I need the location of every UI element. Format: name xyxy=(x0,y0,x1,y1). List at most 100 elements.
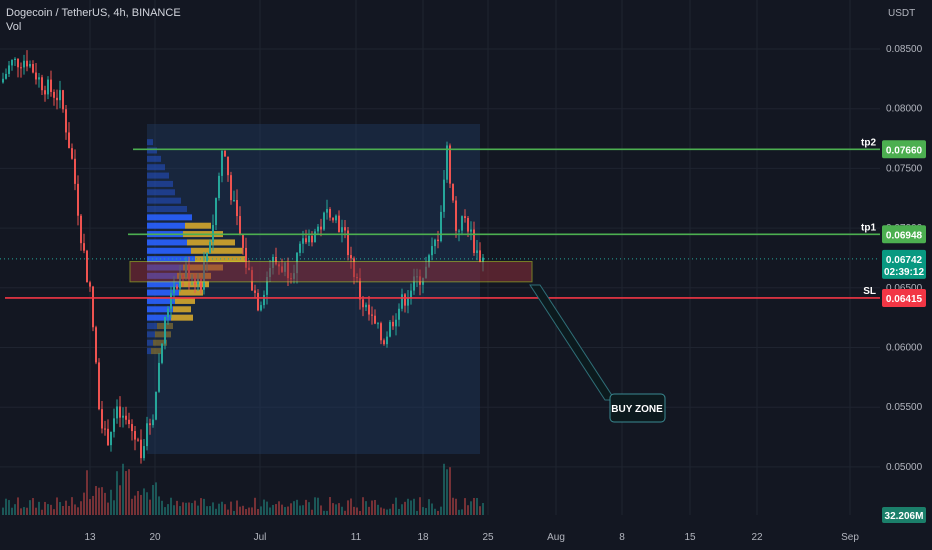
candle-body xyxy=(86,250,88,283)
volume-bar xyxy=(152,484,154,515)
volume-bar xyxy=(68,505,70,515)
profile-bar-sell xyxy=(185,222,211,229)
level-lines[interactable]: tp2 tp1 SL xyxy=(0,137,880,299)
profile-bar-sell xyxy=(153,339,167,346)
candle-body xyxy=(350,255,352,259)
volume-indicator-label[interactable]: Vol xyxy=(6,21,22,33)
volume-bar xyxy=(227,509,229,515)
candle-body xyxy=(344,227,346,231)
x-tick-label: Jul xyxy=(254,532,267,543)
volume-bar xyxy=(71,497,73,515)
volume-bar xyxy=(35,507,37,515)
candle-body xyxy=(332,217,334,221)
volume-bar xyxy=(83,492,85,515)
volume-bar xyxy=(143,488,145,515)
candle-body xyxy=(149,423,151,426)
candle-body xyxy=(434,239,436,247)
price-tag-text-tp1: 0.06948 xyxy=(886,230,923,241)
candle-body xyxy=(173,286,175,293)
candle-body xyxy=(464,216,466,218)
volume-bar xyxy=(476,497,478,515)
candle-body xyxy=(113,418,115,432)
volume-bar xyxy=(188,502,190,515)
buy-zone[interactable] xyxy=(129,261,533,283)
volume-bar xyxy=(458,509,460,515)
candle-body xyxy=(20,67,22,69)
candle-body xyxy=(395,319,397,327)
candle-body xyxy=(386,336,388,345)
candle-body xyxy=(209,241,211,254)
volume-bar xyxy=(266,501,268,515)
candle-body xyxy=(131,424,133,432)
candle-body xyxy=(320,226,322,230)
candle-body xyxy=(107,428,109,446)
volume-bar xyxy=(260,506,262,515)
volume-bar xyxy=(296,499,298,515)
x-tick-label: 18 xyxy=(417,532,429,543)
candle-body xyxy=(374,315,376,324)
profile-bar-buy xyxy=(147,289,179,296)
volume-bars xyxy=(2,463,484,515)
volume-bar xyxy=(38,501,40,515)
profile-bar-buy xyxy=(147,314,171,321)
profile-bar-buy xyxy=(147,205,187,212)
volume-bar xyxy=(197,505,199,515)
volume-bar xyxy=(452,497,454,515)
volume-bar xyxy=(5,498,7,515)
volume-bar xyxy=(161,500,163,515)
volume-bar xyxy=(329,497,331,515)
volume-bar xyxy=(137,491,139,515)
price-tag-tp1 xyxy=(882,225,926,244)
candle-body xyxy=(56,97,58,101)
volume-bar xyxy=(230,501,232,515)
volume-bar xyxy=(53,509,55,515)
candle-body xyxy=(155,391,157,420)
candle-body xyxy=(38,77,40,80)
x-tick-label: 20 xyxy=(149,532,161,543)
current-price-text: 0.06742 xyxy=(886,255,923,266)
candle-body xyxy=(368,304,370,315)
currency-label: USDT xyxy=(888,8,915,19)
profile-bar-buy xyxy=(147,222,185,229)
candle-body xyxy=(47,79,49,95)
candle-body xyxy=(152,419,154,426)
candle-body xyxy=(383,340,385,345)
candle-body xyxy=(11,60,13,66)
volume-bar xyxy=(425,508,427,515)
candle-body xyxy=(77,183,79,216)
profile-bar-buy xyxy=(147,197,181,204)
volume-bar xyxy=(233,510,235,515)
candle-body xyxy=(206,253,208,263)
price-tag-text-tp2: 0.07660 xyxy=(886,145,923,156)
price-tag-tp2 xyxy=(882,140,926,159)
volume-bar xyxy=(110,489,112,515)
volume-bar xyxy=(239,506,241,515)
candle-body xyxy=(479,250,481,263)
candle-body xyxy=(215,198,217,226)
time-axis[interactable]: 13 20 Jul 11 18 25 Aug 8 15 22 Sep xyxy=(84,532,859,543)
candle-body xyxy=(101,409,103,429)
volume-bar xyxy=(77,507,79,515)
symbol-title[interactable]: Dogecoin / TetherUS, 4h, BINANCE xyxy=(6,7,181,19)
candle-body xyxy=(461,216,463,231)
volume-bar xyxy=(8,500,10,515)
callout-box xyxy=(609,393,666,423)
profile-bar-buy xyxy=(147,297,175,304)
volume-bar xyxy=(125,471,127,515)
volume-bar xyxy=(89,499,91,515)
volume-bar xyxy=(80,501,82,515)
volume-bar xyxy=(128,469,130,515)
candle-body xyxy=(164,316,166,344)
candle-body xyxy=(119,406,121,418)
volume-bar xyxy=(470,501,472,515)
buy-zone-rectangle xyxy=(129,261,533,283)
profile-bar-sell xyxy=(175,297,195,304)
candle-body xyxy=(410,290,412,299)
buy-zone-callout[interactable]: BUY ZONE xyxy=(529,284,666,423)
candle-body xyxy=(338,215,340,233)
candle-body xyxy=(413,276,415,291)
volume-bar xyxy=(263,499,265,515)
candle-body xyxy=(242,235,244,248)
x-tick-label: 22 xyxy=(751,532,763,543)
